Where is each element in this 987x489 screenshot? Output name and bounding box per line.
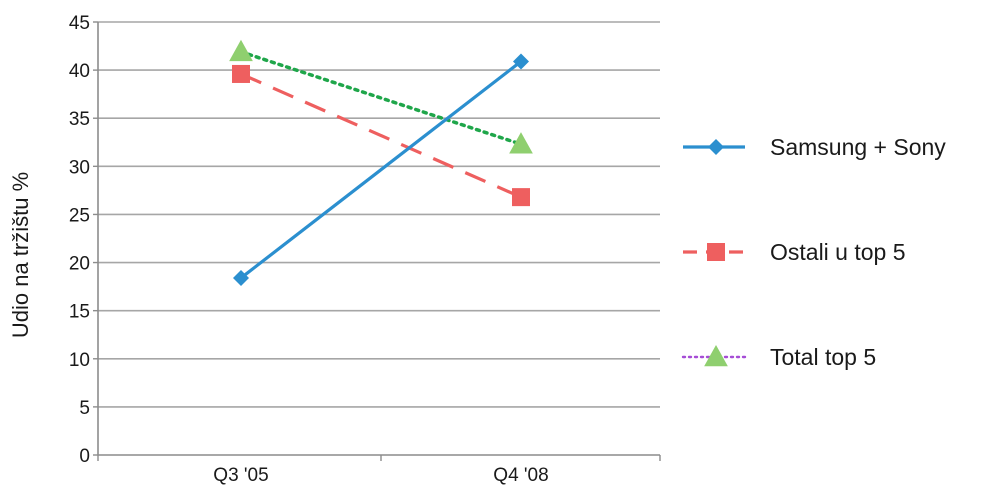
series-lines — [239, 50, 523, 280]
x-tick-label: Q3 '05 — [213, 465, 268, 486]
y-tick-label: 20 — [69, 254, 90, 275]
y-tick-label: 10 — [69, 350, 90, 371]
y-tick-label: 45 — [69, 13, 90, 34]
y-tick-label: 40 — [69, 61, 90, 82]
data-point — [513, 53, 529, 70]
series-line — [239, 50, 523, 146]
legend: Samsung + Sony Ostali u top 5 Total top 5 — [681, 134, 946, 370]
legend-label: Total top 5 — [770, 344, 876, 370]
y-tick-label: 25 — [69, 205, 90, 226]
series-line — [240, 72, 522, 199]
legend-label: Samsung + Sony — [770, 134, 946, 160]
legend-marker — [707, 243, 725, 261]
legend-marker — [704, 344, 728, 367]
y-tick-label: 30 — [69, 157, 90, 178]
legend-marker — [708, 139, 724, 155]
data-point — [512, 188, 530, 207]
x-tick-label: Q4 '08 — [493, 465, 548, 486]
data-point — [509, 132, 533, 154]
series-markers — [229, 39, 533, 286]
y-tick-label: 15 — [69, 302, 90, 323]
x-tick-labels: Q3 '05 Q4 '08 — [213, 465, 548, 486]
gridlines — [98, 21, 660, 408]
data-point — [229, 39, 253, 62]
y-tick-labels: 0 5 10 15 20 25 30 35 40 45 — [69, 13, 90, 467]
data-point — [233, 269, 249, 286]
y-tick-label: 35 — [69, 109, 90, 130]
series-line — [240, 60, 522, 280]
y-axis-title: Udio na tržištu % — [8, 172, 33, 338]
legend-label: Ostali u top 5 — [770, 239, 906, 265]
y-tick-label: 0 — [79, 446, 90, 467]
data-point — [232, 64, 250, 83]
axes — [93, 21, 661, 461]
y-tick-label: 5 — [79, 398, 90, 419]
